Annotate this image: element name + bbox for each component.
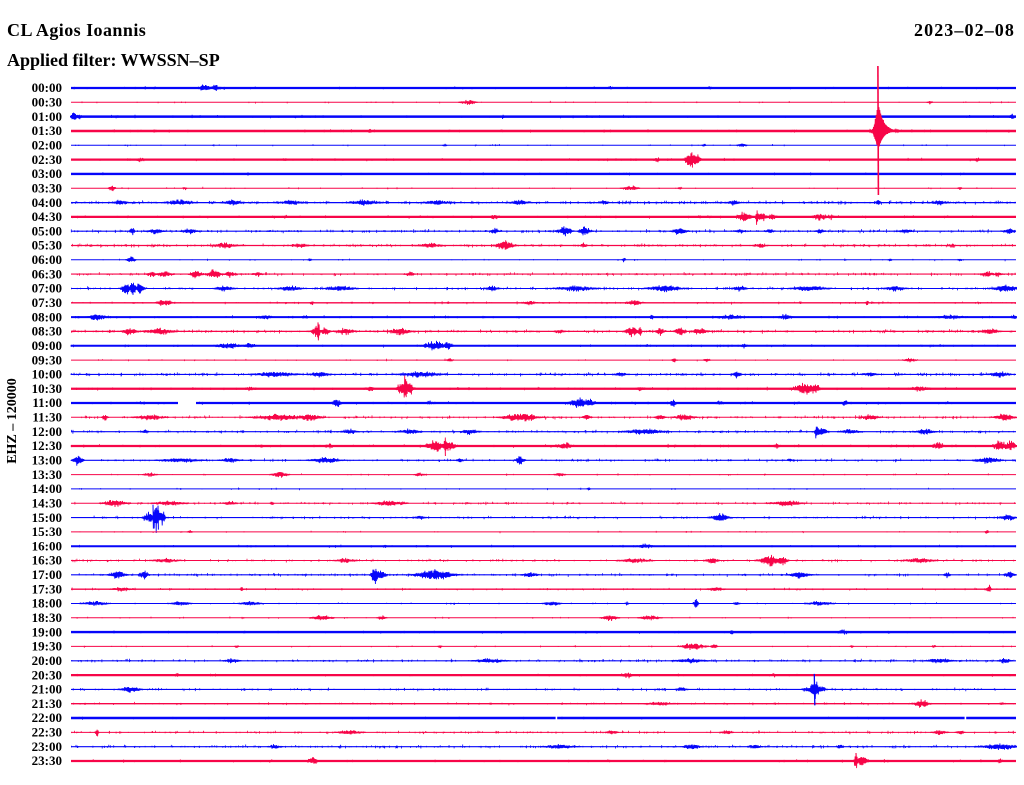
svg-text:23:00: 23:00 [32, 739, 62, 754]
svg-text:EHZ – 120000: EHZ – 120000 [5, 378, 20, 464]
svg-text:19:30: 19:30 [32, 639, 62, 654]
svg-text:20:00: 20:00 [32, 653, 62, 668]
svg-text:01:30: 01:30 [32, 123, 62, 138]
svg-text:14:00: 14:00 [32, 481, 62, 496]
svg-text:08:00: 08:00 [32, 309, 62, 324]
svg-text:03:00: 03:00 [32, 166, 62, 181]
svg-text:11:00: 11:00 [32, 395, 62, 410]
svg-text:05:30: 05:30 [32, 238, 62, 253]
svg-text:13:30: 13:30 [32, 467, 62, 482]
svg-text:04:00: 04:00 [32, 195, 62, 210]
svg-text:00:00: 00:00 [32, 80, 62, 95]
svg-text:Applied filter: WWSSN–SP: Applied filter: WWSSN–SP [7, 50, 220, 70]
svg-text:13:00: 13:00 [32, 453, 62, 468]
svg-text:15:00: 15:00 [32, 510, 62, 525]
svg-text:07:00: 07:00 [32, 281, 62, 296]
svg-text:14:30: 14:30 [32, 496, 62, 511]
svg-text:21:30: 21:30 [32, 696, 62, 711]
svg-text:00:30: 00:30 [32, 95, 62, 110]
svg-text:09:00: 09:00 [32, 338, 62, 353]
svg-text:23:30: 23:30 [32, 753, 62, 768]
svg-text:22:00: 22:00 [32, 710, 62, 725]
svg-text:06:30: 06:30 [32, 266, 62, 281]
svg-text:02:30: 02:30 [32, 152, 62, 167]
svg-text:07:30: 07:30 [32, 295, 62, 310]
svg-text:04:30: 04:30 [32, 209, 62, 224]
svg-text:12:30: 12:30 [32, 438, 62, 453]
svg-text:02:00: 02:00 [32, 138, 62, 153]
svg-text:12:00: 12:00 [32, 424, 62, 439]
svg-text:11:30: 11:30 [32, 410, 62, 425]
svg-text:21:00: 21:00 [32, 682, 62, 697]
svg-text:22:30: 22:30 [32, 725, 62, 740]
svg-text:03:30: 03:30 [32, 180, 62, 195]
svg-text:10:00: 10:00 [32, 367, 62, 382]
svg-text:06:00: 06:00 [32, 252, 62, 267]
svg-text:19:00: 19:00 [32, 624, 62, 639]
svg-text:18:30: 18:30 [32, 610, 62, 625]
svg-text:05:00: 05:00 [32, 223, 62, 238]
svg-text:16:30: 16:30 [32, 553, 62, 568]
svg-text:2023–02–08: 2023–02–08 [914, 20, 1015, 40]
svg-text:18:00: 18:00 [32, 596, 62, 611]
svg-text:10:30: 10:30 [32, 381, 62, 396]
svg-text:17:30: 17:30 [32, 581, 62, 596]
svg-text:20:30: 20:30 [32, 667, 62, 682]
svg-text:08:30: 08:30 [32, 324, 62, 339]
svg-text:17:00: 17:00 [32, 567, 62, 582]
svg-text:15:30: 15:30 [32, 524, 62, 539]
svg-text:16:00: 16:00 [32, 538, 62, 553]
svg-text:CL Agios Ioannis: CL Agios Ioannis [7, 20, 146, 40]
svg-text:09:30: 09:30 [32, 352, 62, 367]
svg-text:01:00: 01:00 [32, 109, 62, 124]
